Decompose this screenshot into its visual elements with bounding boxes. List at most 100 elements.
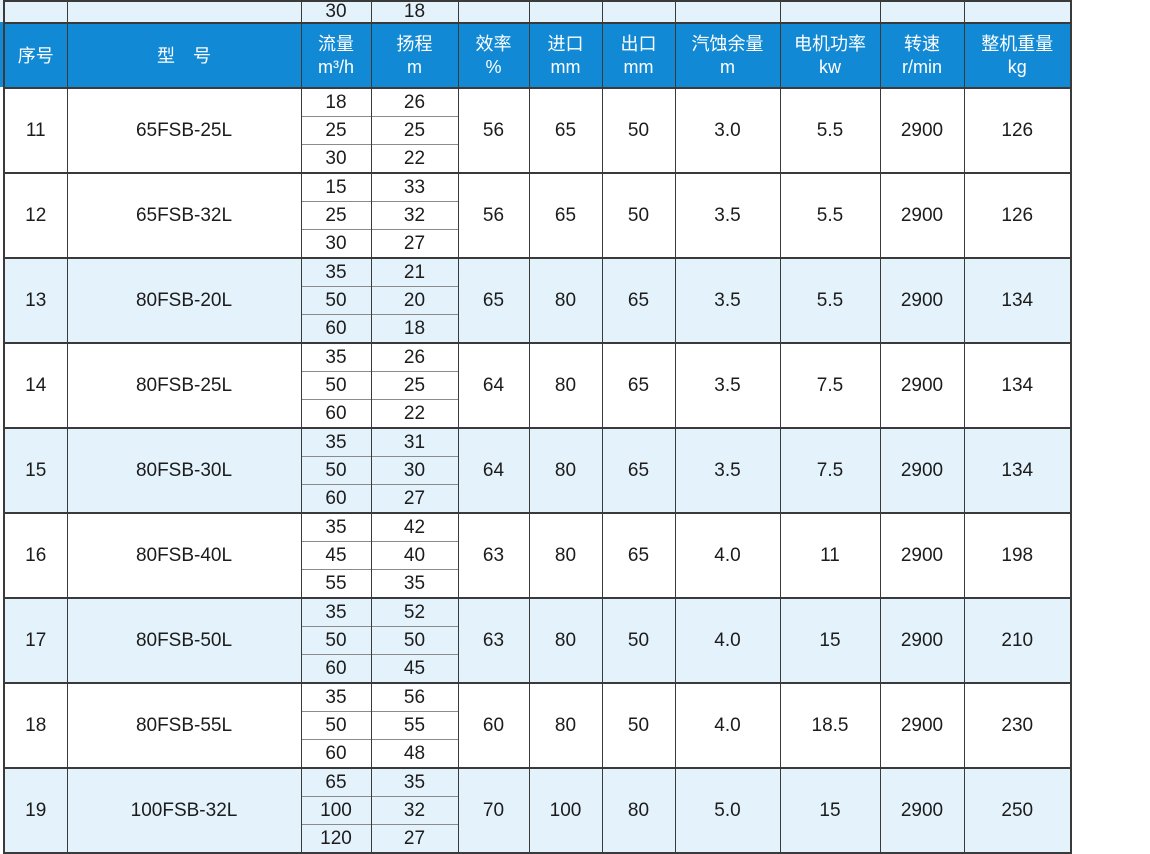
flow-cell: 60 [300,739,372,768]
efficiency-cell: 60 [457,682,530,768]
flow-cell: 30 [300,229,372,258]
flow-cell: 35 [300,512,372,542]
inlet-cell: 65 [528,172,603,258]
inlet-cell: 65 [528,87,603,173]
head-cell: 50 [370,626,459,655]
speed-cell: 2900 [879,257,965,343]
table-subrow: 60 45 [4,654,1071,683]
table-subrow: 50 20 [4,286,1071,315]
inlet-cell: 80 [528,512,603,598]
serial-cell: 15 [3,427,68,513]
head-cell: 20 [370,286,459,315]
flow-cell: 65 [300,767,372,797]
npsh-cell: 5.0 [674,767,781,853]
head-cell: 25 [370,116,459,145]
flow-cell: 50 [300,286,372,315]
model-cell: 80FSB-20L [66,257,302,343]
head-cell: 42 [370,512,459,542]
speed-cell: 2900 [879,512,965,598]
flow-cell: 35 [300,427,372,457]
table-subrow: 55 35 [4,569,1071,598]
model-cell: 80FSB-55L [66,682,302,768]
header-head: 扬程 m [370,23,459,89]
table-subrow: 60 48 [4,739,1071,768]
model-cell: 65FSB-25L [66,87,302,173]
table-row: 18 80FSB-55L 35 56 60 80 50 4.0 18.5 2900 230 [3,682,1072,768]
table-row: 19 100FSB-32L 65 35 70 100 80 5.0 15 2900 250 [3,767,1072,853]
table-row: 17 80FSB-50L 35 52 63 80 50 4.0 15 2900 210 [3,597,1072,683]
flow-cell: 50 [300,711,372,740]
inlet-cell: 80 [528,597,603,683]
power-cell: 15 [779,597,881,683]
flow-cell: 120 [300,824,372,853]
weight-cell: 134 [963,427,1072,513]
table-subrow: 50 55 [4,711,1071,740]
pump-spec-table: 30 18 序号 型 号 流量 m³/h 扬程 m 效率% 进口 mm 出口 mm 汽蚀… [3,0,1072,854]
head-cell: 48 [370,739,459,768]
speed-cell: 2900 [879,767,965,853]
table-left-cut-sliver [0,0,3,807]
inlet-cell: 80 [528,257,603,343]
model-cell: 80FSB-25L [66,342,302,428]
header-weight: 整机重量 kg [963,23,1072,89]
speed-cell: 2900 [879,172,965,258]
table-subrow: 30 27 [4,229,1071,258]
table-subrow: 25 32 [4,201,1071,230]
head-cell: 26 [370,87,459,117]
npsh-cell [674,1,781,24]
header-speed: 转速 r/min [879,23,965,89]
efficiency-cell: 56 [457,172,530,258]
table-header-row: 序号 型 号 流量 m³/h 扬程 m 效率% 进口 mm 出口 mm 汽蚀余量 m 电机… [3,23,1072,89]
table-row: 12 65FSB-32L 15 33 56 65 50 3.5 5.5 2900 126 [3,172,1072,258]
flow-cell: 50 [300,371,372,400]
serial-cell [3,1,68,24]
head-cell: 52 [370,597,459,627]
inlet-cell: 80 [528,427,603,513]
table-subrow: 60 22 [4,399,1071,428]
model-cell: 80FSB-40L [66,512,302,598]
serial-cell: 16 [3,512,68,598]
head-cell: 35 [370,569,459,598]
speed-cell [879,1,965,24]
flow-cell: 30 [300,1,372,24]
header-power: 电机功率 kw [779,23,881,89]
inlet-cell [528,1,603,24]
flow-cell: 25 [300,116,372,145]
table-row: 15 80FSB-30L 35 31 64 80 65 3.5 7.5 2900 134 [3,427,1072,513]
weight-cell: 126 [963,172,1072,258]
flow-cell: 35 [300,257,372,287]
header-model: 型 号 [66,23,302,89]
serial-cell: 11 [3,87,68,173]
weight-cell: 198 [963,512,1072,598]
outlet-cell: 50 [601,87,676,173]
npsh-cell: 3.0 [674,87,781,173]
table-subrow: 50 50 [4,626,1071,655]
header-npsh: 汽蚀余量 m [674,23,781,89]
table-subrow: 100 32 [4,796,1071,825]
outlet-cell: 65 [601,342,676,428]
table-subrow: 50 30 [4,456,1071,485]
head-cell: 18 [370,314,459,343]
flow-cell: 18 [300,87,372,117]
table-subrow: 50 25 [4,371,1071,400]
table-row: 13 80FSB-20L 35 21 65 80 65 3.5 5.5 2900 134 [3,257,1072,343]
head-cell: 35 [370,767,459,797]
flow-cell: 60 [300,314,372,343]
speed-cell: 2900 [879,342,965,428]
outlet-cell: 50 [601,682,676,768]
head-cell: 33 [370,172,459,202]
flow-cell: 60 [300,654,372,683]
head-cell: 30 [370,456,459,485]
flow-cell: 60 [300,399,372,428]
npsh-cell: 3.5 [674,427,781,513]
serial-cell: 14 [3,342,68,428]
head-cell: 31 [370,427,459,457]
inlet-cell: 80 [528,342,603,428]
power-cell: 5.5 [779,87,881,173]
speed-cell: 2900 [879,597,965,683]
efficiency-cell: 65 [457,257,530,343]
npsh-cell: 3.5 [674,342,781,428]
outlet-cell: 65 [601,257,676,343]
efficiency-cell [457,1,530,24]
table-row: 14 80FSB-25L 35 26 64 80 65 3.5 7.5 2900 134 [3,342,1072,428]
